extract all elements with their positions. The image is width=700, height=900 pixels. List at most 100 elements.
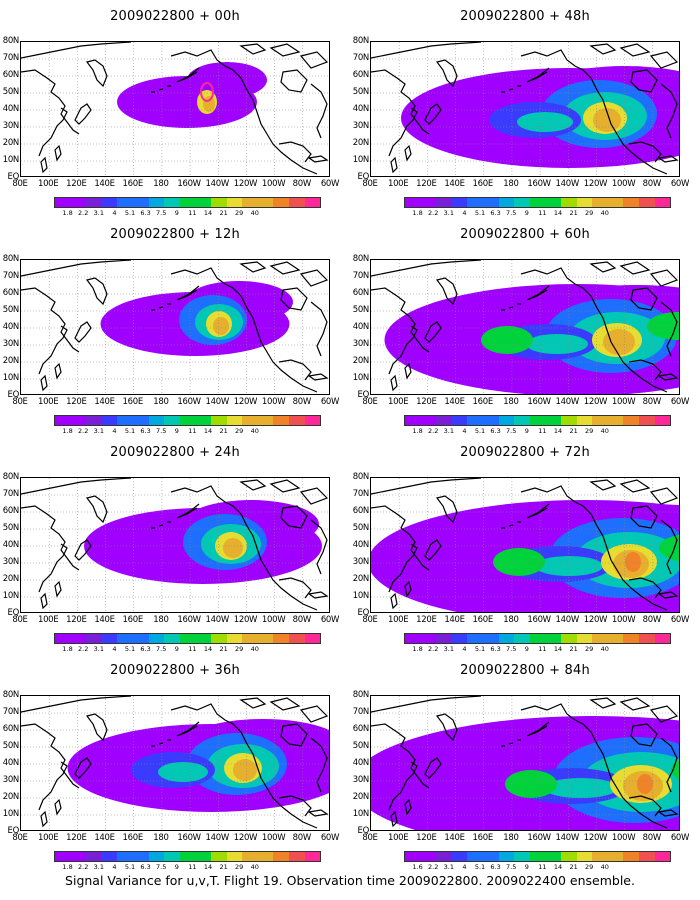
colorbar-swatch	[529, 634, 546, 643]
lon-tick-label: 140E	[94, 397, 115, 407]
lon-tick-label: 80W	[642, 615, 662, 625]
colorbar-label: 5.1	[474, 645, 486, 653]
colorbar-swatch	[55, 852, 71, 861]
colorbar-label: 3.1	[93, 427, 104, 435]
colorbar-label: 29	[235, 863, 244, 871]
colorbar-label: 29	[235, 209, 244, 217]
lon-tick-label: 100W	[611, 179, 636, 189]
coastline	[424, 757, 442, 779]
colorbar-label: 9	[174, 209, 179, 217]
colorbar-swatch	[70, 852, 87, 861]
coastline	[38, 761, 68, 811]
lon-tick-label: 180	[503, 179, 519, 189]
colorbar-swatch	[420, 416, 437, 425]
coastline	[21, 505, 80, 571]
colorbar-swatch	[560, 852, 577, 861]
colorbar-label: 1.8	[62, 427, 73, 435]
coastline	[38, 325, 68, 375]
colorbar-swatch	[179, 198, 196, 207]
lat-tick-label: 60N	[2, 724, 20, 734]
lon-tick-label: 140E	[444, 833, 465, 843]
colorbar-swatch	[195, 198, 211, 207]
colorbar	[54, 197, 322, 208]
colorbar-label: 40	[250, 863, 259, 871]
lat-tick-label: 20N	[352, 356, 370, 366]
colorbar-label: 4	[462, 645, 467, 653]
coastline	[85, 495, 108, 524]
lon-tick-label: 120W	[583, 397, 608, 407]
lat-tick-label: 20N	[352, 792, 370, 802]
coastline	[176, 721, 200, 737]
colorbar-swatch	[405, 416, 421, 425]
lat-tick-label: 80N	[2, 254, 20, 264]
coastline	[589, 261, 617, 273]
coastline	[404, 580, 412, 598]
coastline	[371, 42, 482, 59]
variance-contour	[517, 112, 573, 132]
colorbar-swatch	[242, 198, 258, 207]
variance-field	[21, 696, 329, 830]
colorbar-label: 4	[112, 427, 117, 435]
variance-contour	[200, 82, 214, 102]
lon-tick-label: 60W	[670, 179, 690, 189]
lon-tick-label: 100E	[37, 615, 59, 625]
colorbar-label: 29	[585, 427, 594, 435]
colorbar-label: 14	[203, 645, 213, 653]
lon-tick-label: 60W	[320, 615, 340, 625]
panel-title: 2009022800 + 00h	[110, 9, 240, 24]
lat-tick-label: 10N	[2, 155, 20, 165]
lon-tick-label: 140E	[444, 615, 465, 625]
colorbar-swatch	[607, 634, 624, 643]
coastline	[630, 69, 658, 93]
colorbar-swatch	[117, 416, 133, 425]
colorbar-label: 2.2	[78, 209, 89, 217]
colorbar-swatch	[405, 198, 421, 207]
lon-tick-label: 80W	[642, 179, 662, 189]
lon-tick-label: 120W	[583, 615, 608, 625]
colorbar-swatch	[179, 416, 196, 425]
coastline	[435, 495, 458, 524]
coastline	[526, 503, 550, 519]
colorbar-swatch	[654, 852, 671, 861]
coastline	[54, 144, 62, 162]
variance-contour	[671, 760, 679, 780]
lat-tick-label: 80N	[2, 690, 20, 700]
colorbar-label: 21	[569, 863, 578, 871]
lon-tick-label: 180	[153, 615, 169, 625]
lat-tick-label: 10N	[2, 591, 20, 601]
coastline	[649, 51, 679, 69]
colorbar-label: 21	[219, 427, 228, 435]
colorbar-label: 5.1	[474, 427, 486, 435]
colorbar-swatch	[55, 634, 71, 643]
coastline	[520, 49, 668, 175]
lat-tick-label: 30N	[2, 121, 20, 131]
lon-tick-label: 120W	[583, 833, 608, 843]
colorbar-label: 4	[462, 209, 467, 217]
lon-tick-label: 120W	[233, 179, 258, 189]
lon-tick-label: 120E	[416, 615, 437, 625]
colorbar-label: 21	[219, 209, 228, 217]
colorbar-swatch	[654, 634, 671, 643]
lat-tick-label: 30N	[2, 557, 20, 567]
coastline	[21, 260, 132, 277]
colorbar-swatch	[304, 416, 321, 425]
colorbar-swatch	[482, 198, 499, 207]
coastline	[299, 487, 329, 505]
coastline	[660, 301, 678, 357]
colorbar-label: 29	[585, 863, 594, 871]
colorbar-swatch	[164, 852, 180, 861]
colorbar-swatch	[638, 416, 655, 425]
map-frame	[20, 41, 330, 177]
colorbar-swatch	[288, 416, 305, 425]
coastline	[649, 269, 679, 287]
lon-tick-label: 140E	[94, 179, 115, 189]
colorbar-label: 11	[538, 645, 547, 653]
colorbar-swatch	[592, 416, 608, 425]
lon-tick-label: 120E	[66, 615, 87, 625]
lon-tick-label: 140E	[444, 397, 465, 407]
lon-tick-label: 80E	[12, 615, 28, 625]
panel-title: 2009022800 + 72h	[460, 445, 590, 460]
lat-tick-label: 40N	[352, 540, 370, 550]
colorbar-swatch	[405, 634, 421, 643]
colorbar-label: 6.3	[140, 863, 151, 871]
